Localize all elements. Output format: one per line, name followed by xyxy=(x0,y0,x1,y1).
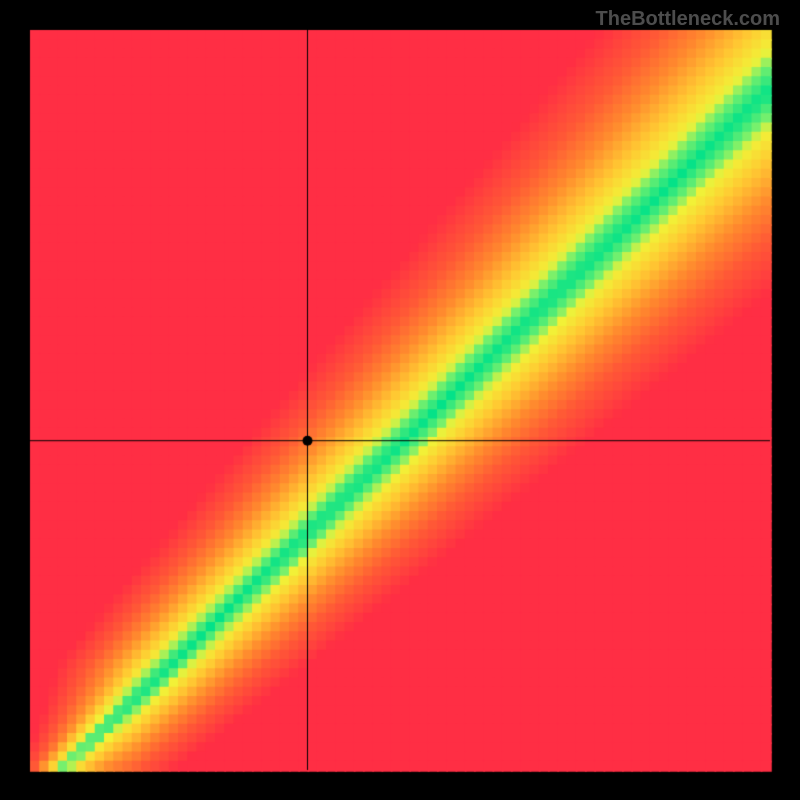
bottleneck-heatmap-canvas xyxy=(0,0,800,800)
chart-container: TheBottleneck.com xyxy=(0,0,800,800)
